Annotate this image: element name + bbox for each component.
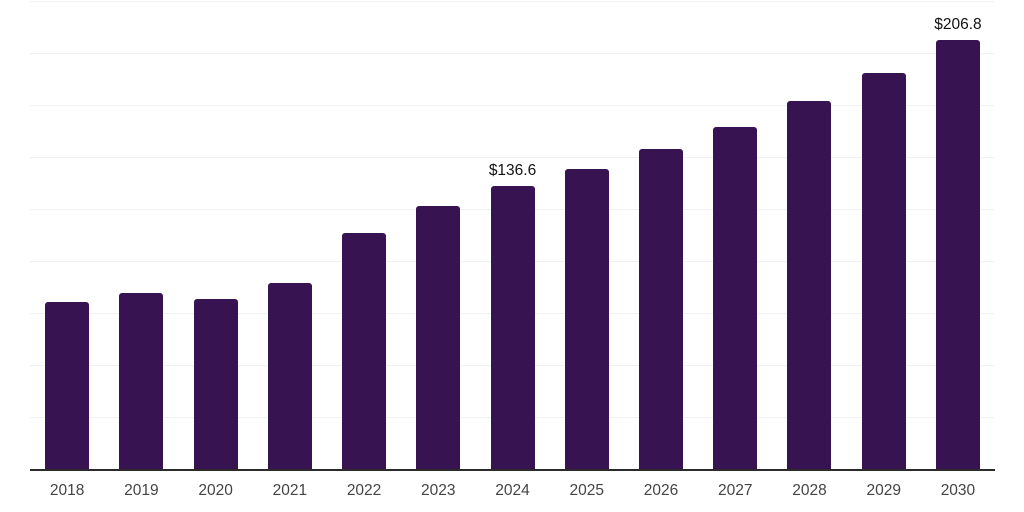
x-axis-labels: 2018 2019 2020 2021 2022 2023 2024 2025 2026 2027…	[30, 482, 995, 500]
bar-2022	[342, 232, 387, 470]
bar-2020	[193, 298, 238, 470]
x-tick-label-2022: 2022	[346, 482, 382, 499]
bar-cell-2024: $136.6	[475, 2, 549, 470]
bar-2021	[267, 282, 312, 470]
bars-container: $136.6 $206.8	[30, 2, 995, 470]
bar-2025	[564, 168, 609, 470]
plot-area: $136.6 $206.8	[30, 1, 995, 471]
bar-2028	[787, 101, 832, 470]
gridline-175	[30, 105, 995, 106]
x-tick-label-2030: 2030	[940, 482, 976, 499]
bar-2018	[45, 301, 90, 470]
x-tick-label-2028: 2028	[792, 482, 827, 499]
bar-cell-2030: $206.8	[921, 2, 995, 470]
bar-2029	[861, 72, 906, 470]
x-axis-line	[30, 469, 995, 471]
bar-cell-2020	[178, 2, 252, 470]
bar-cell-2021	[253, 2, 327, 470]
x-tick-label-2024: 2024	[495, 482, 530, 499]
bar-2019	[119, 293, 164, 470]
bar-cell-2025	[550, 2, 624, 470]
bar-cell-2026	[624, 2, 698, 470]
bar-cell-2018	[30, 2, 104, 470]
bar-2030	[935, 39, 980, 470]
gridline-225	[30, 1, 995, 2]
bar-2023	[416, 206, 461, 470]
bar-cell-2019	[104, 2, 178, 470]
x-tick-label-2019: 2019	[124, 482, 159, 499]
bar-2026	[638, 148, 683, 470]
bar-cell-2022	[327, 2, 401, 470]
value-label-2024: $136.6	[488, 161, 537, 179]
gridline-150	[30, 157, 995, 158]
bar-2027	[713, 127, 758, 470]
x-tick-label-2023: 2023	[421, 482, 456, 499]
bar-cell-2027	[698, 2, 772, 470]
x-tick-label-2025: 2025	[569, 482, 604, 499]
gridline-200	[30, 53, 995, 54]
x-tick-label-2027: 2027	[717, 482, 753, 499]
x-tick-label-2018: 2018	[49, 482, 85, 499]
x-tick-label-2029: 2029	[866, 482, 901, 499]
bar-cell-2029	[847, 2, 921, 470]
value-label-2030: $206.8	[934, 15, 982, 33]
x-tick-label-2020: 2020	[198, 482, 233, 499]
bar-cell-2023	[401, 2, 475, 470]
bar-2024	[490, 185, 535, 470]
x-tick-label-2021: 2021	[272, 482, 308, 499]
bar-cell-2028	[772, 2, 846, 470]
x-tick-label-2026: 2026	[643, 482, 679, 499]
